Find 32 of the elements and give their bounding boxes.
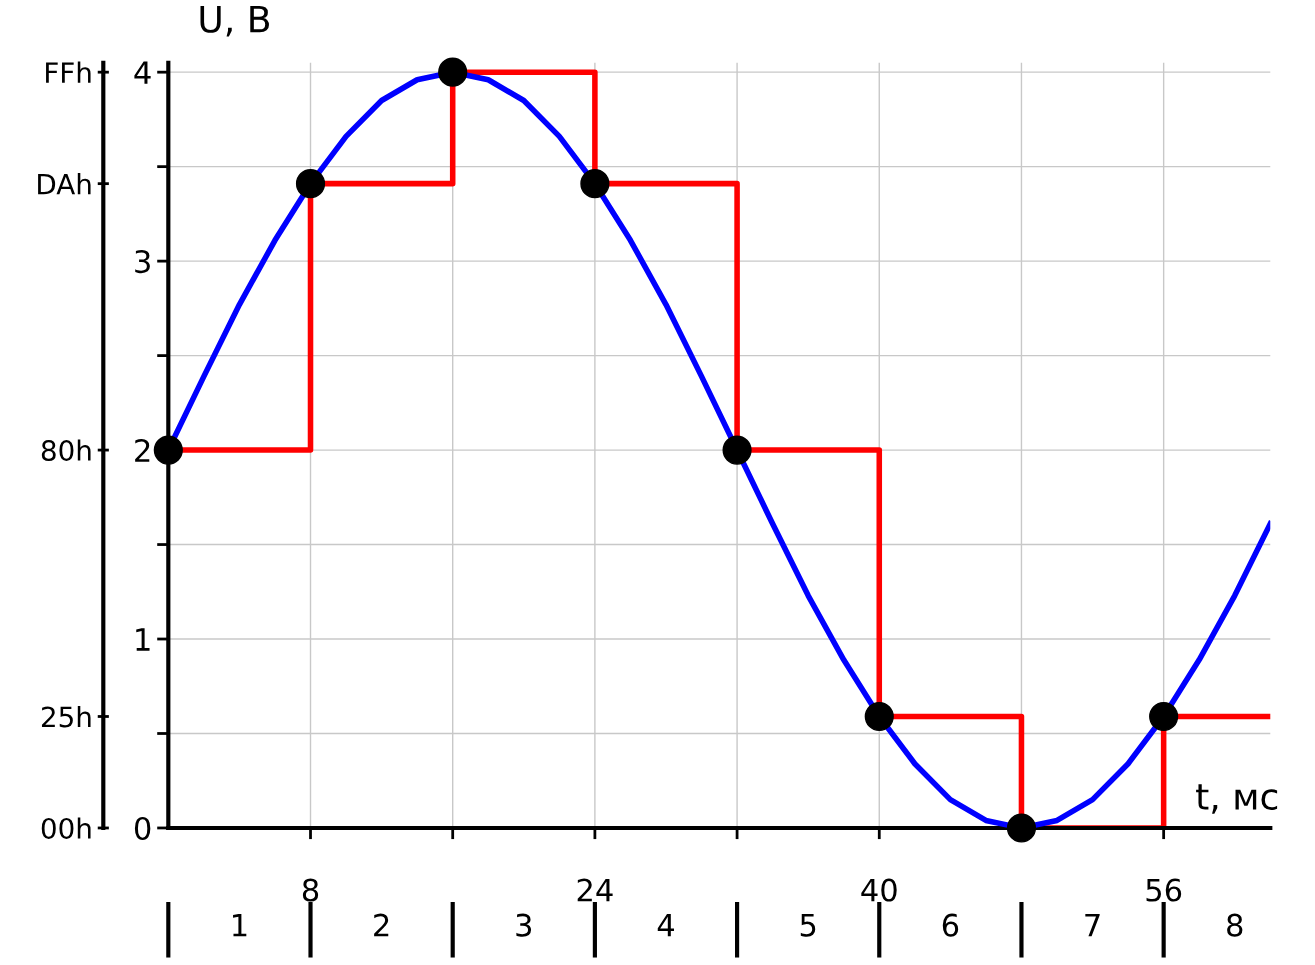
x-axis-title: t, мс bbox=[1196, 784, 1278, 814]
x-tick-label: 8 bbox=[302, 878, 319, 902]
point bbox=[153, 435, 183, 465]
y-tick-label: 0 bbox=[134, 816, 151, 841]
y-axis-title: U, В bbox=[200, 5, 269, 37]
point bbox=[1006, 813, 1037, 843]
y-tick-label: 4 bbox=[134, 61, 151, 84]
text: FFh bbox=[46, 61, 91, 83]
x2-tick-label: 7 bbox=[1085, 914, 1100, 937]
point bbox=[1149, 701, 1179, 732]
x2-tick-label: 4 bbox=[657, 914, 674, 937]
point bbox=[295, 169, 326, 199]
x2-tick-label: 8 bbox=[1227, 913, 1243, 937]
text: DAh bbox=[38, 173, 91, 195]
text: 25h bbox=[41, 705, 91, 728]
point bbox=[580, 169, 610, 199]
x2-tick-label: 2 bbox=[374, 913, 389, 937]
text: 80h bbox=[41, 439, 91, 462]
x-tick-label: 40 bbox=[861, 878, 897, 902]
point bbox=[438, 57, 468, 87]
x2-tick-label: 6 bbox=[942, 913, 959, 937]
x2-tick-label: 3 bbox=[516, 913, 532, 937]
x2-tick-label: 1 bbox=[233, 914, 247, 937]
y-tick-label: 1 bbox=[136, 628, 150, 651]
x-tick-label: 24 bbox=[577, 878, 613, 902]
point bbox=[722, 435, 752, 465]
x2-tick-label: 5 bbox=[800, 914, 816, 937]
text: 00h bbox=[41, 817, 91, 839]
x-tick-label: 56 bbox=[1146, 878, 1182, 902]
y-tick-label: 3 bbox=[135, 250, 150, 274]
y-tick-label: 2 bbox=[135, 439, 150, 462]
point bbox=[864, 701, 894, 732]
